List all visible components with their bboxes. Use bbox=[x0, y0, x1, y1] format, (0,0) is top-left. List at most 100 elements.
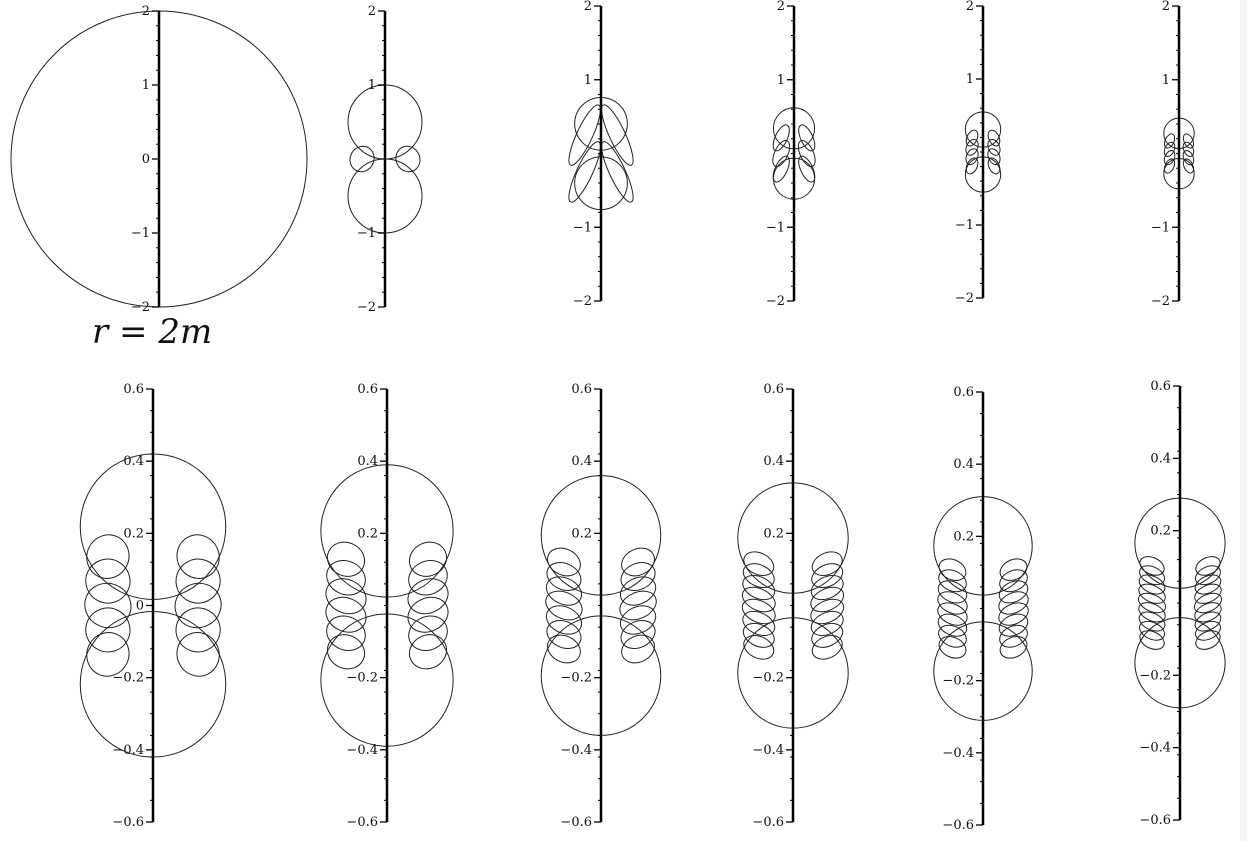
spiral-loop bbox=[326, 541, 366, 577]
tick-label: −0.6 bbox=[752, 815, 784, 830]
spiral-loop bbox=[601, 141, 634, 203]
spiral-loop bbox=[811, 635, 843, 660]
spiral-loop bbox=[810, 586, 845, 613]
spiral-loop bbox=[1194, 583, 1222, 604]
tick-label: 0.2 bbox=[357, 526, 378, 541]
tick-label: −2 bbox=[955, 291, 974, 306]
tick-label: 1 bbox=[1162, 73, 1170, 88]
panel-12: 0.6 0.4 0.2 −0.2 −0.4 −0.6 bbox=[1134, 379, 1226, 828]
panel-10: 0.6 0.4 0.2 −0.2 −0.4 −0.6 bbox=[737, 382, 849, 830]
panel-1: 2 1 0 −1 −2 bbox=[10, 4, 308, 315]
tick-label: −0.4 bbox=[560, 743, 592, 758]
spiral-loop bbox=[620, 562, 656, 592]
spiral-loop bbox=[408, 541, 448, 577]
tick-label: 0 bbox=[136, 599, 144, 614]
spiral-loop bbox=[176, 534, 220, 579]
spiral-loop bbox=[937, 580, 968, 604]
tick-label: −1 bbox=[955, 218, 974, 233]
panel-8: 0.6 0.4 0.2 −0.2 −0.4 −0.6 bbox=[320, 382, 454, 830]
tick-label: −0.2 bbox=[942, 674, 974, 689]
spiral-loop bbox=[86, 632, 130, 677]
spiral-loop bbox=[546, 562, 582, 592]
spiral-loop bbox=[326, 615, 366, 652]
tick-label: 1 bbox=[584, 73, 592, 88]
tick-label: −1 bbox=[766, 220, 785, 235]
tick-label: 0.6 bbox=[1150, 379, 1171, 394]
tick-label: 0.6 bbox=[953, 385, 974, 400]
tick-label: 0.4 bbox=[123, 454, 144, 469]
tick-label: 2 bbox=[368, 4, 376, 19]
spiral-loop bbox=[1139, 630, 1165, 650]
spiral-loop bbox=[545, 590, 583, 621]
spiral-loop bbox=[568, 141, 601, 203]
spiral-loop bbox=[85, 607, 131, 653]
spiral-loop bbox=[546, 619, 582, 649]
spiral-loop bbox=[86, 534, 130, 579]
tick-label: −0.2 bbox=[560, 671, 592, 686]
tick-label: −0.6 bbox=[1139, 813, 1171, 828]
tick-label: 0.4 bbox=[763, 454, 784, 469]
tick-label: 0.4 bbox=[357, 454, 378, 469]
spiral-loop bbox=[545, 605, 583, 635]
tick-label: 0.4 bbox=[1150, 451, 1171, 466]
spiral-loop bbox=[619, 590, 657, 621]
spiral-loop bbox=[1194, 574, 1222, 595]
spiral-loop bbox=[998, 591, 1029, 615]
spiral-loop bbox=[176, 632, 220, 677]
spiral-loop bbox=[1182, 158, 1195, 174]
tick-label: −0.2 bbox=[346, 671, 378, 686]
tick-label: −0.2 bbox=[112, 671, 144, 686]
spiral-loop bbox=[937, 602, 968, 626]
spiral-loop bbox=[743, 635, 775, 660]
spiral-loop bbox=[601, 104, 634, 166]
spiral-loop bbox=[998, 580, 1029, 604]
spiral-loop bbox=[811, 551, 843, 576]
tick-label: −1 bbox=[573, 220, 592, 235]
spiral-loop bbox=[811, 563, 844, 589]
spiral-loop bbox=[987, 157, 1001, 175]
spiral-loop bbox=[810, 610, 844, 636]
spiral-loop bbox=[325, 596, 367, 633]
tick-label: 0.2 bbox=[123, 526, 144, 541]
tick-label: −0.2 bbox=[1139, 668, 1171, 683]
spiral-loop bbox=[175, 607, 221, 653]
spiral-loop bbox=[1139, 556, 1165, 576]
tick-label: −2 bbox=[573, 294, 592, 309]
tick-label: −0.4 bbox=[1139, 741, 1171, 756]
spiral-loop bbox=[407, 578, 449, 615]
spiral-loop bbox=[326, 634, 366, 670]
spiral-loop bbox=[999, 569, 1028, 593]
spiral-loop bbox=[998, 613, 1029, 637]
spiral-loop bbox=[619, 576, 657, 606]
spiral-loop bbox=[999, 624, 1028, 648]
spiral-loop bbox=[742, 610, 776, 636]
tick-label: −0.6 bbox=[942, 818, 974, 833]
tick-label: 0.2 bbox=[571, 526, 592, 541]
tick-label: −0.6 bbox=[560, 815, 592, 830]
tick-label: 0.6 bbox=[763, 382, 784, 397]
spiral-loop bbox=[174, 582, 222, 629]
tick-label: 2 bbox=[142, 4, 150, 19]
panel-2: 2 1 −1 −2 bbox=[347, 4, 423, 315]
spiral-loop bbox=[1195, 630, 1221, 650]
spiral-loop bbox=[547, 634, 581, 664]
spiral-loop bbox=[938, 558, 967, 581]
tick-label: 2 bbox=[1162, 0, 1170, 14]
tick-label: −1 bbox=[357, 226, 376, 241]
tick-label: −0.4 bbox=[752, 743, 784, 758]
panel-3: 2 1 −1 −2 bbox=[568, 0, 634, 309]
tick-label: 1 bbox=[368, 78, 376, 93]
tick-label: −1 bbox=[131, 226, 150, 241]
spiral-loop bbox=[407, 596, 449, 633]
spiral-loop bbox=[1138, 602, 1166, 623]
spiral-loop bbox=[742, 622, 775, 648]
panel-7: 0.6 0.4 0.2 0 −0.2 −0.4 −0.6 bbox=[79, 382, 227, 830]
spiral-loop bbox=[1139, 620, 1166, 641]
spiral-loop bbox=[938, 636, 967, 659]
tick-label: 0.6 bbox=[123, 382, 144, 397]
panel-5: 2 1 −1 −2 bbox=[955, 0, 1002, 306]
spiral-loop bbox=[938, 624, 967, 648]
caption-label: r = 2m bbox=[92, 312, 213, 352]
panel-4: 2 1 −1 −2 bbox=[766, 0, 816, 309]
